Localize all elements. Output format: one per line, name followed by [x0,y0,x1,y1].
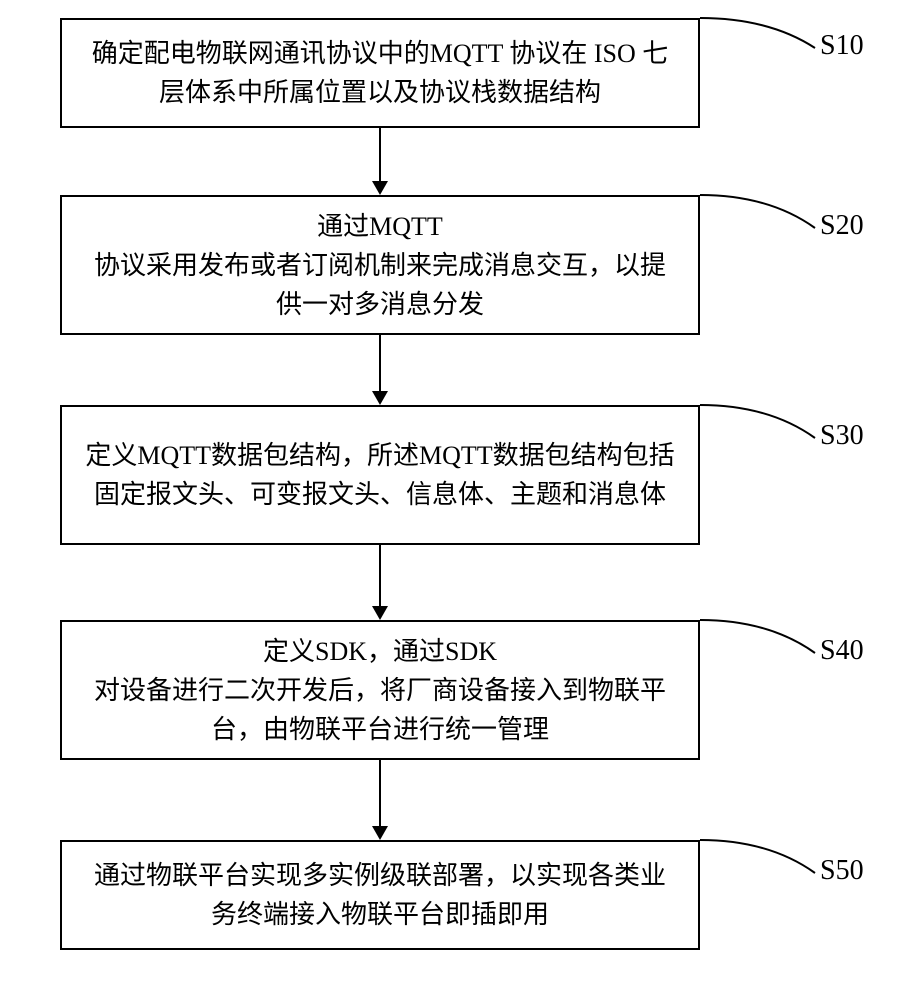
arrow-head-3 [372,826,388,840]
step-box-s10: 确定配电物联网通讯协议中的MQTT 协议在 ISO 七层体系中所属位置以及协议栈… [60,18,700,128]
arrow-head-2 [372,606,388,620]
connector-curve-s30 [700,400,825,453]
arrow-line-0 [379,128,381,181]
step-box-s30: 定义MQTT数据包结构，所述MQTT数据包结构包括固定报文头、可变报文头、信息体… [60,405,700,545]
step-box-s50: 通过物联平台实现多实例级联部署，以实现各类业务终端接入物联平台即插即用 [60,840,700,950]
connector-curve-s40 [700,615,825,668]
step-text-s30: 定义MQTT数据包结构，所述MQTT数据包结构包括固定报文头、可变报文头、信息体… [82,436,678,514]
connector-curve-s20 [700,190,825,243]
arrow-line-2 [379,545,381,606]
step-label-s30: S30 [820,420,864,452]
flowchart-container: 确定配电物联网通讯协议中的MQTT 协议在 ISO 七层体系中所属位置以及协议栈… [0,0,904,1000]
step-label-s20: S20 [820,210,864,242]
step-text-s50: 通过物联平台实现多实例级联部署，以实现各类业务终端接入物联平台即插即用 [82,856,678,934]
arrow-line-1 [379,335,381,391]
connector-curve-s50 [700,835,825,888]
connector-curve-s10 [700,13,825,63]
step-text-s40: 定义SDK，通过SDK对设备进行二次开发后，将厂商设备接入到物联平台，由物联平台… [82,632,678,749]
arrow-head-0 [372,181,388,195]
step-box-s20: 通过MQTT协议采用发布或者订阅机制来完成消息交互，以提供一对多消息分发 [60,195,700,335]
step-label-s50: S50 [820,855,864,887]
arrow-head-1 [372,391,388,405]
step-label-s40: S40 [820,635,864,667]
step-text-s10: 确定配电物联网通讯协议中的MQTT 协议在 ISO 七层体系中所属位置以及协议栈… [82,34,678,112]
arrow-line-3 [379,760,381,826]
step-label-s10: S10 [820,30,864,62]
step-text-s20: 通过MQTT协议采用发布或者订阅机制来完成消息交互，以提供一对多消息分发 [82,207,678,324]
step-box-s40: 定义SDK，通过SDK对设备进行二次开发后，将厂商设备接入到物联平台，由物联平台… [60,620,700,760]
